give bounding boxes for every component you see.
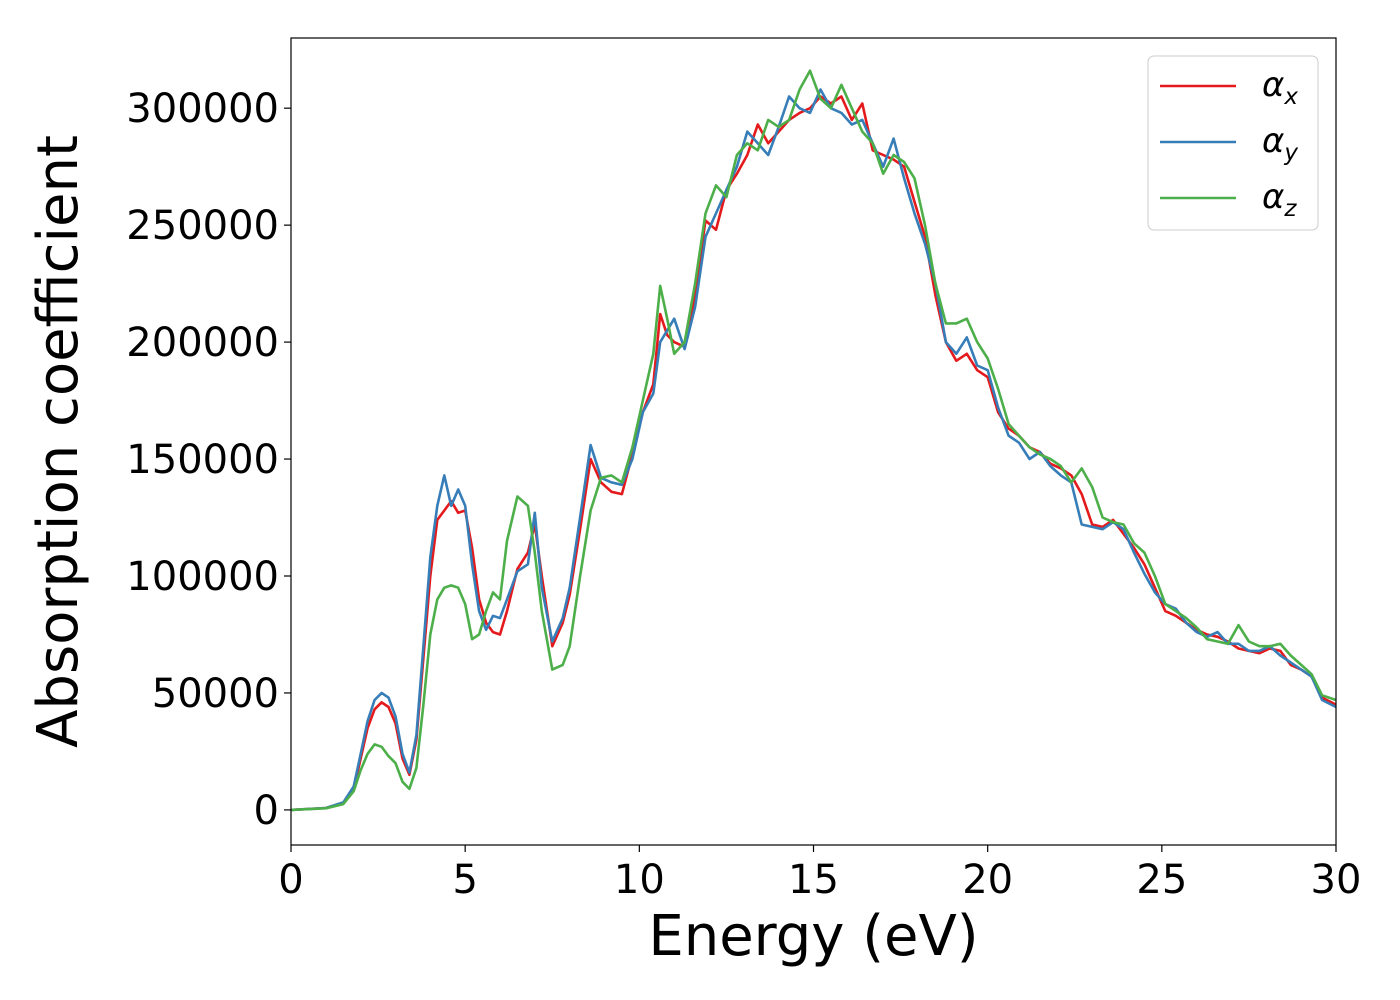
x-tick-label: 25 — [1136, 857, 1187, 903]
x-tick-label: 20 — [962, 857, 1013, 903]
x-axis-label: Energy (eV) — [648, 904, 978, 969]
legend-item-x: αx — [1160, 65, 1298, 110]
y-axis-label: Absorption coefficient — [26, 135, 91, 748]
legend-label: αx — [1262, 65, 1298, 110]
legend: αx αy αz — [1147, 55, 1319, 231]
y-tick-label: 150000 — [126, 437, 279, 483]
x-axis-ticks: 0 5 10 15 20 25 30 — [278, 845, 1361, 903]
legend-items: αx αy αz — [1160, 65, 1298, 222]
x-tick-label: 10 — [614, 857, 665, 903]
x-tick-label: 0 — [278, 857, 303, 903]
legend-label: αy — [1262, 121, 1298, 166]
series-line-z — [290, 69, 1337, 812]
y-tick-label: 0 — [254, 788, 279, 834]
y-tick-label: 300000 — [126, 86, 279, 132]
series-line-x — [290, 95, 1337, 812]
y-tick-label: 200000 — [126, 320, 279, 366]
y-tick-label: 50000 — [152, 671, 279, 717]
y-tick-label: 100000 — [126, 554, 279, 600]
x-tick-label: 5 — [452, 857, 477, 903]
x-tick-label: 15 — [788, 857, 839, 903]
legend-item-y: αy — [1160, 121, 1298, 166]
legend-item-z: αz — [1160, 177, 1297, 222]
series-layer — [290, 69, 1337, 812]
y-tick-label: 250000 — [126, 203, 279, 249]
y-axis-ticks: 0 50000 100000 150000 200000 250000 300000 — [126, 86, 291, 834]
legend-label: αz — [1262, 177, 1297, 222]
x-tick-label: 30 — [1311, 857, 1362, 903]
